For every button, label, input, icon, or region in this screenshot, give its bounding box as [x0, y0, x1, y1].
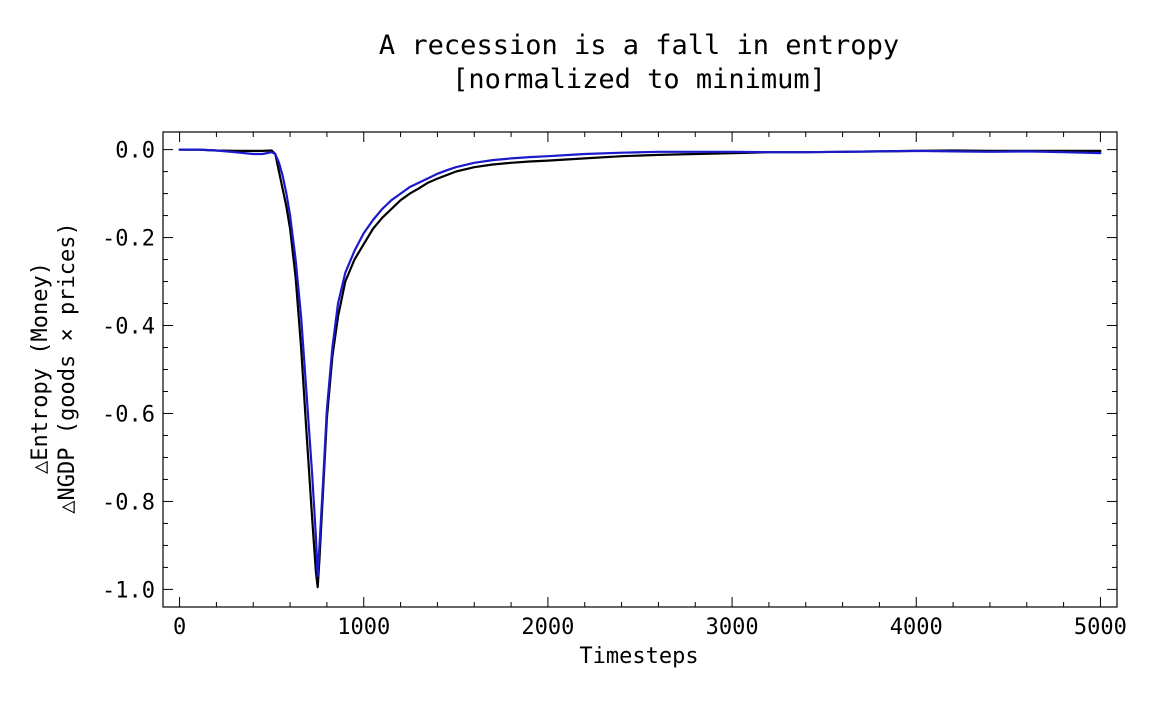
- y-tick-label: 0.0: [115, 139, 155, 164]
- y-tick-label: -0.6: [102, 402, 155, 427]
- x-tick-label: 2000: [521, 615, 574, 640]
- x-tick-label: 1000: [337, 615, 390, 640]
- x-axis-label: Timesteps: [579, 644, 698, 669]
- chart-title-line-2: [normalized to minimum]: [452, 64, 826, 95]
- x-tick-label: 3000: [706, 615, 759, 640]
- y-axis-label-line-2: △NGDP (goods × prices): [55, 222, 80, 513]
- x-tick-label: 5000: [1074, 615, 1127, 640]
- x-tick-label: 4000: [890, 615, 943, 640]
- plot-frame: [162, 131, 1118, 608]
- y-axis-label-line-1: △Entropy (Money): [28, 262, 53, 474]
- y-tick-label: -0.4: [102, 315, 155, 340]
- x-tick-label: 0: [173, 615, 186, 640]
- y-tick-label: -0.8: [102, 490, 155, 515]
- chart-title-line-1: A recession is a fall in entropy: [379, 30, 899, 61]
- y-tick-label: -0.2: [102, 227, 155, 252]
- series-line-blue: [178, 148, 1102, 578]
- series-line-black: [178, 148, 1102, 589]
- y-tick-label: -1.0: [102, 578, 155, 603]
